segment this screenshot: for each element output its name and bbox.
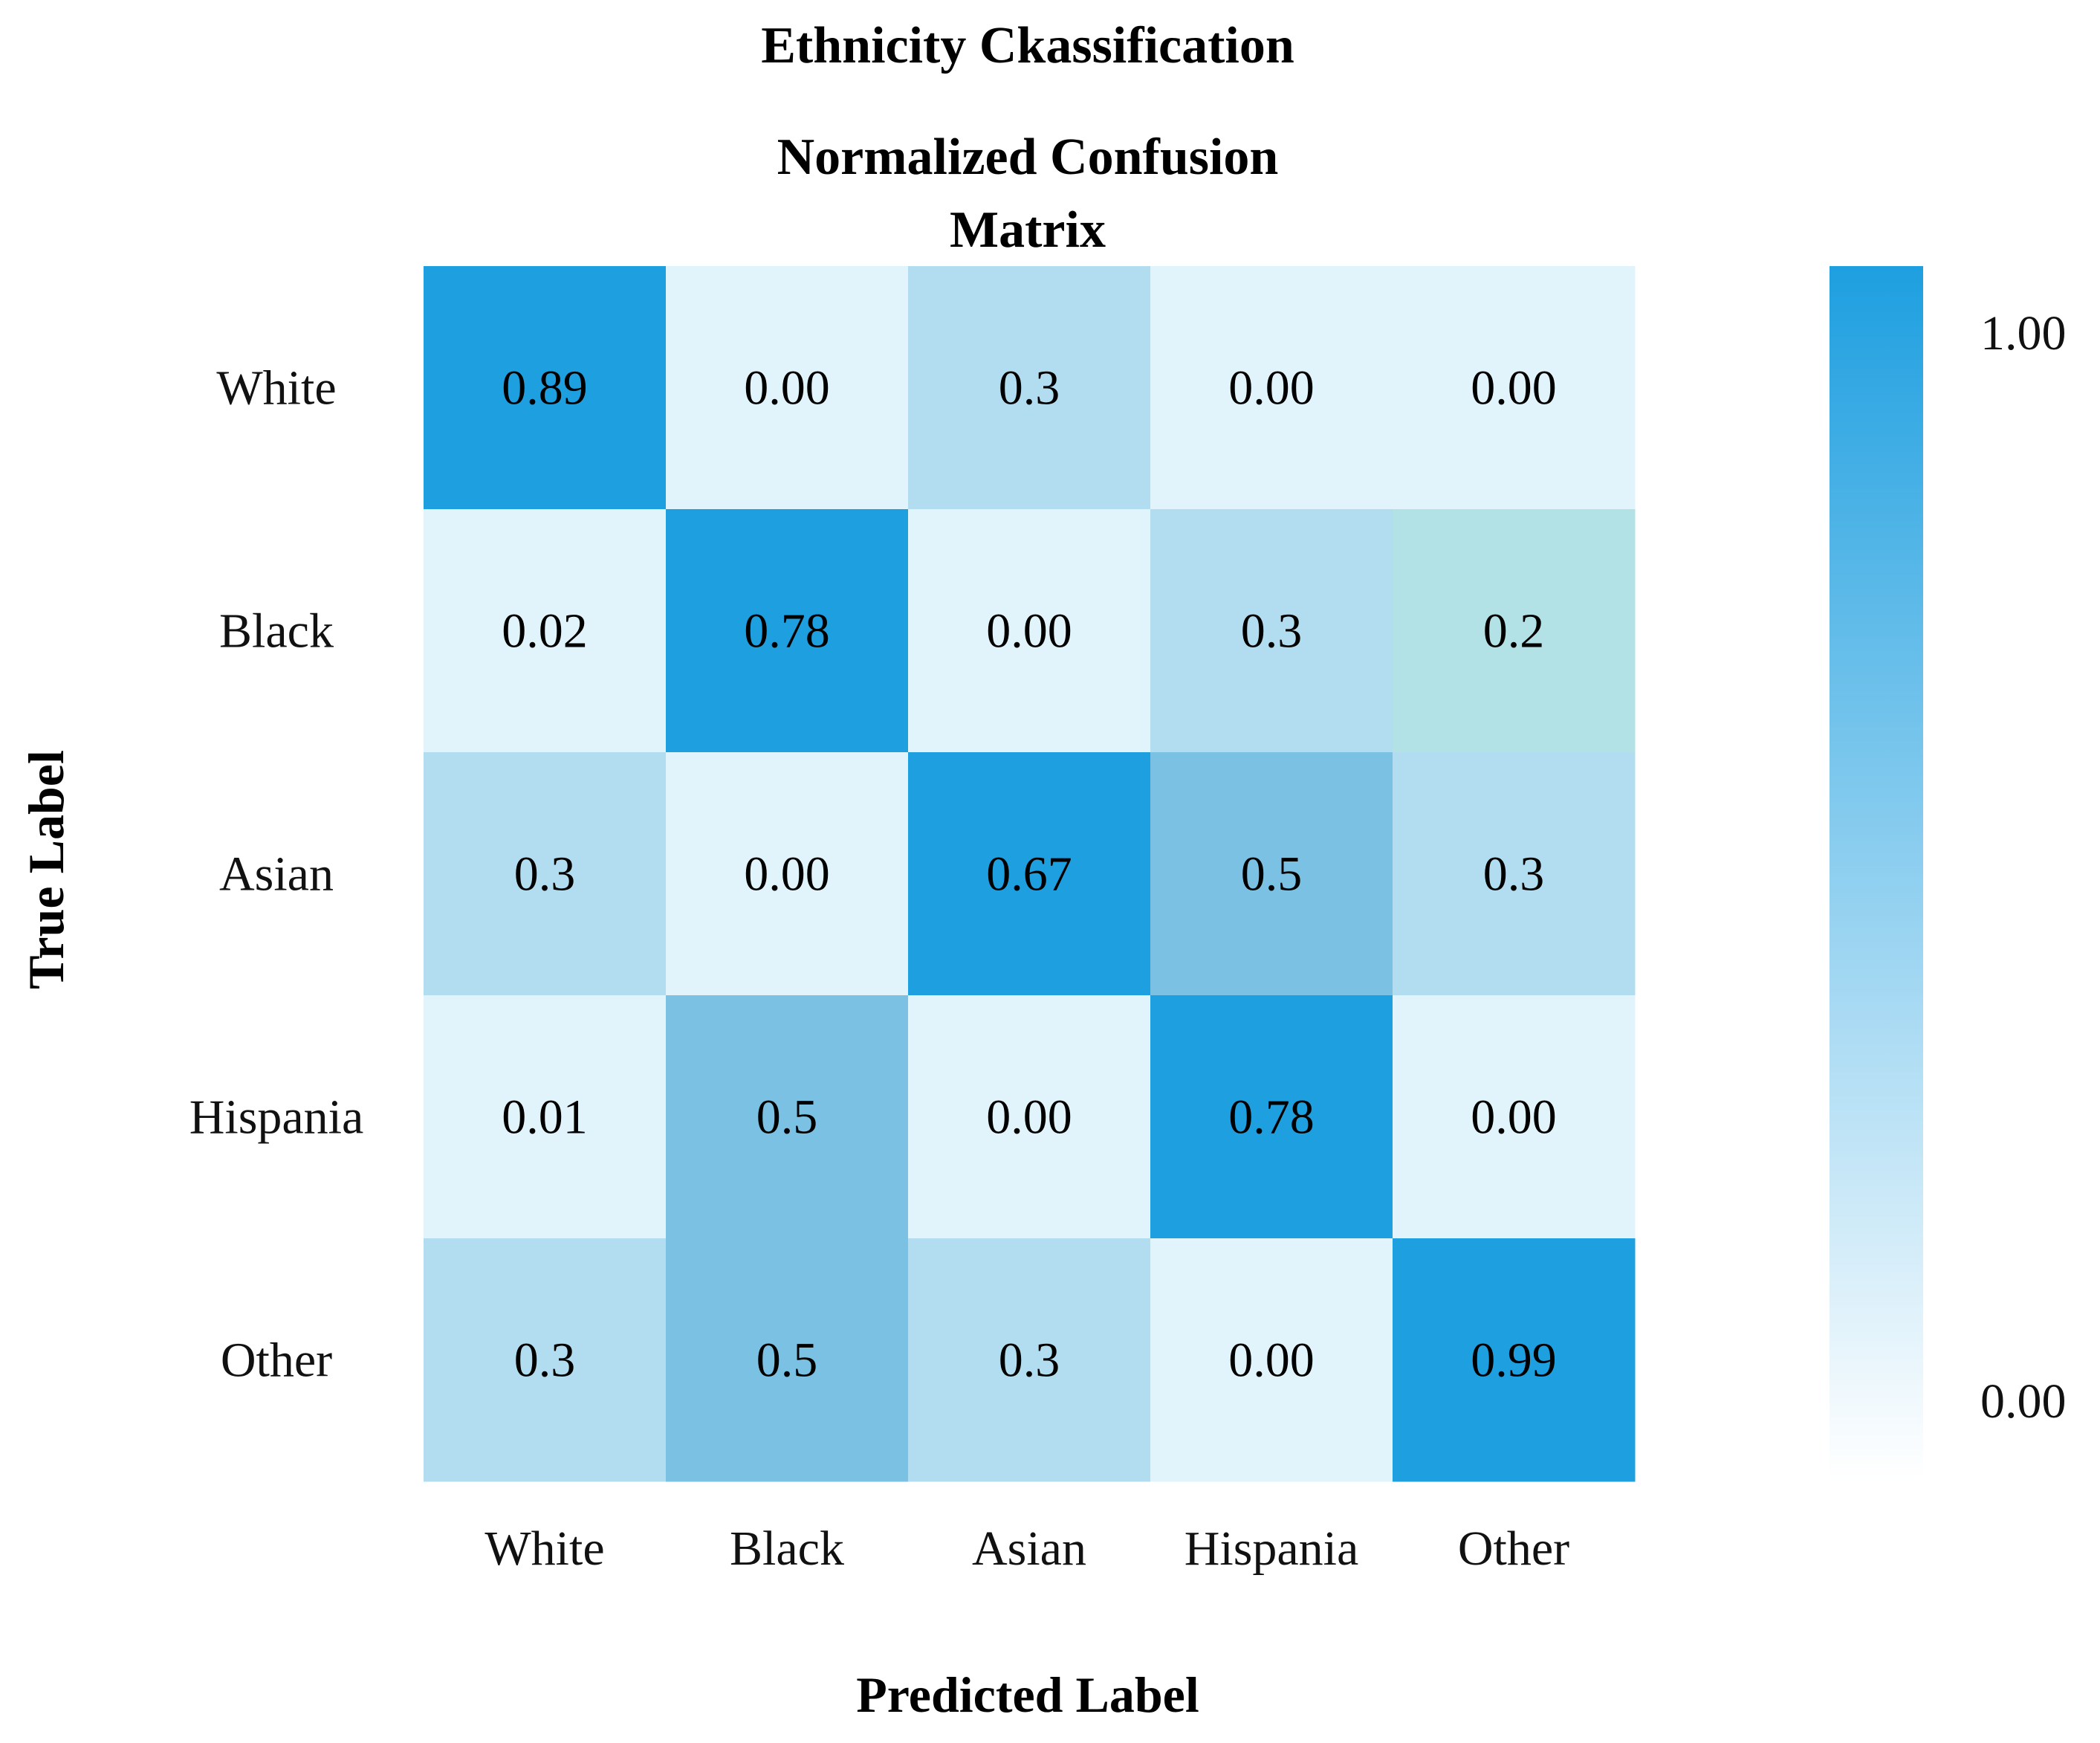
heatmap-cell-value: 0.00 [986,1090,1072,1145]
heatmap-cell-value: 0.00 [986,604,1072,659]
heatmap-cell [908,509,1151,753]
colorbar-max-label: 1.00 [1980,306,2067,360]
heatmap-cell-value: 0.67 [986,847,1072,902]
x-tick-label: White [485,1522,604,1576]
y-tick-label: Hispania [189,1090,364,1145]
heatmap-cell-value: 0.00 [744,361,830,415]
heatmap-cell-value: 0.89 [502,361,588,415]
heatmap-cell-value: 0.00 [1228,361,1315,415]
heatmap-cell [424,266,667,510]
x-tick-labels: White Black Asian Hispania Other [485,1522,1569,1576]
heatmap-cell-value: 0.5 [756,1333,818,1388]
heatmap-cell [908,1238,1151,1482]
heatmap-cell [1150,509,1393,753]
x-tick-label: Hispania [1185,1522,1359,1576]
heatmap-cell [1393,752,1636,996]
heatmap-cell [1393,509,1636,753]
heatmap-cell [424,752,667,996]
y-tick-label: Black [219,604,334,659]
y-tick-label: White [216,361,336,415]
heatmap-cell-value: 0.5 [756,1090,818,1145]
heatmap-cell-value: 0.3 [999,361,1060,415]
colorbar-min-label: 0.00 [1980,1374,2067,1429]
heatmap-cell-value: 0.00 [1471,1090,1557,1145]
heatmap-cell [666,752,909,996]
x-tick-label: Other [1458,1522,1569,1576]
heatmap-cell [1393,995,1636,1239]
colorbar [1830,266,1923,1479]
heatmap-cell-value: 0.02 [502,604,588,659]
y-axis-title: True Label [18,750,74,989]
heatmap-cell-value: 0.3 [1483,847,1545,902]
chart-subtitle-line-1: Normalized Confusion [777,129,1279,186]
x-tick-label: Asian [972,1522,1086,1576]
heatmap-cell [424,1238,667,1482]
heatmap-cell [1150,752,1393,996]
heatmap-cell-value: 0.2 [1483,604,1545,659]
heatmap-cell-value: 0.78 [744,604,830,659]
heatmap-cell-value: 0.3 [999,1333,1060,1388]
y-tick-label: Other [221,1333,332,1388]
heatmap-cell-value: 0.01 [502,1090,588,1145]
heatmap-cell-value: 0.78 [1228,1090,1315,1145]
heatmap-cell [908,266,1151,510]
heatmap-cell [666,1238,909,1482]
heatmap-cell [908,995,1151,1239]
y-tick-label: Asian [219,847,334,902]
x-tick-label: Black [730,1522,844,1576]
heatmap-cell [666,995,909,1239]
heatmap-cell-value: 0.99 [1471,1333,1557,1388]
y-tick-labels: White Black Asian Hispania Other [189,361,364,1388]
heatmap-cell [666,266,909,510]
heatmap-cell-value: 0.3 [514,1333,576,1388]
heatmap-cell [1150,995,1393,1239]
heatmap-cell-value: 0.3 [514,847,576,902]
heatmap-cell [424,509,667,753]
heatmap-cell [666,509,909,753]
heatmap-cell-value: 0.00 [1471,361,1557,415]
chart-subtitle-line-2: Matrix [950,201,1106,259]
heatmap-cell [1150,266,1393,510]
heatmap-cell [424,995,667,1239]
x-axis-title: Predicted Label [856,1666,1199,1723]
heatmap-cell [1393,1238,1636,1482]
chart-title: Ethnicity Ckassification [761,17,1294,74]
heatmap-cell-value: 0.00 [744,847,830,902]
heatmap-cell-labels: 0.89 0.00 0.3 0.00 0.00 0.02 0.78 0.00 0.3 0.2 0.3… [502,361,1557,1388]
heatmap-cell-value: 0.5 [1241,847,1303,902]
heatmap-cell-value: 0.3 [1241,604,1303,659]
heatmap-cell [908,752,1151,996]
heatmap-cells [424,266,1636,1482]
heatmap-cell-value: 0.00 [1228,1333,1315,1388]
heatmap-cell [1393,266,1636,510]
heatmap-cell [1150,1238,1393,1482]
